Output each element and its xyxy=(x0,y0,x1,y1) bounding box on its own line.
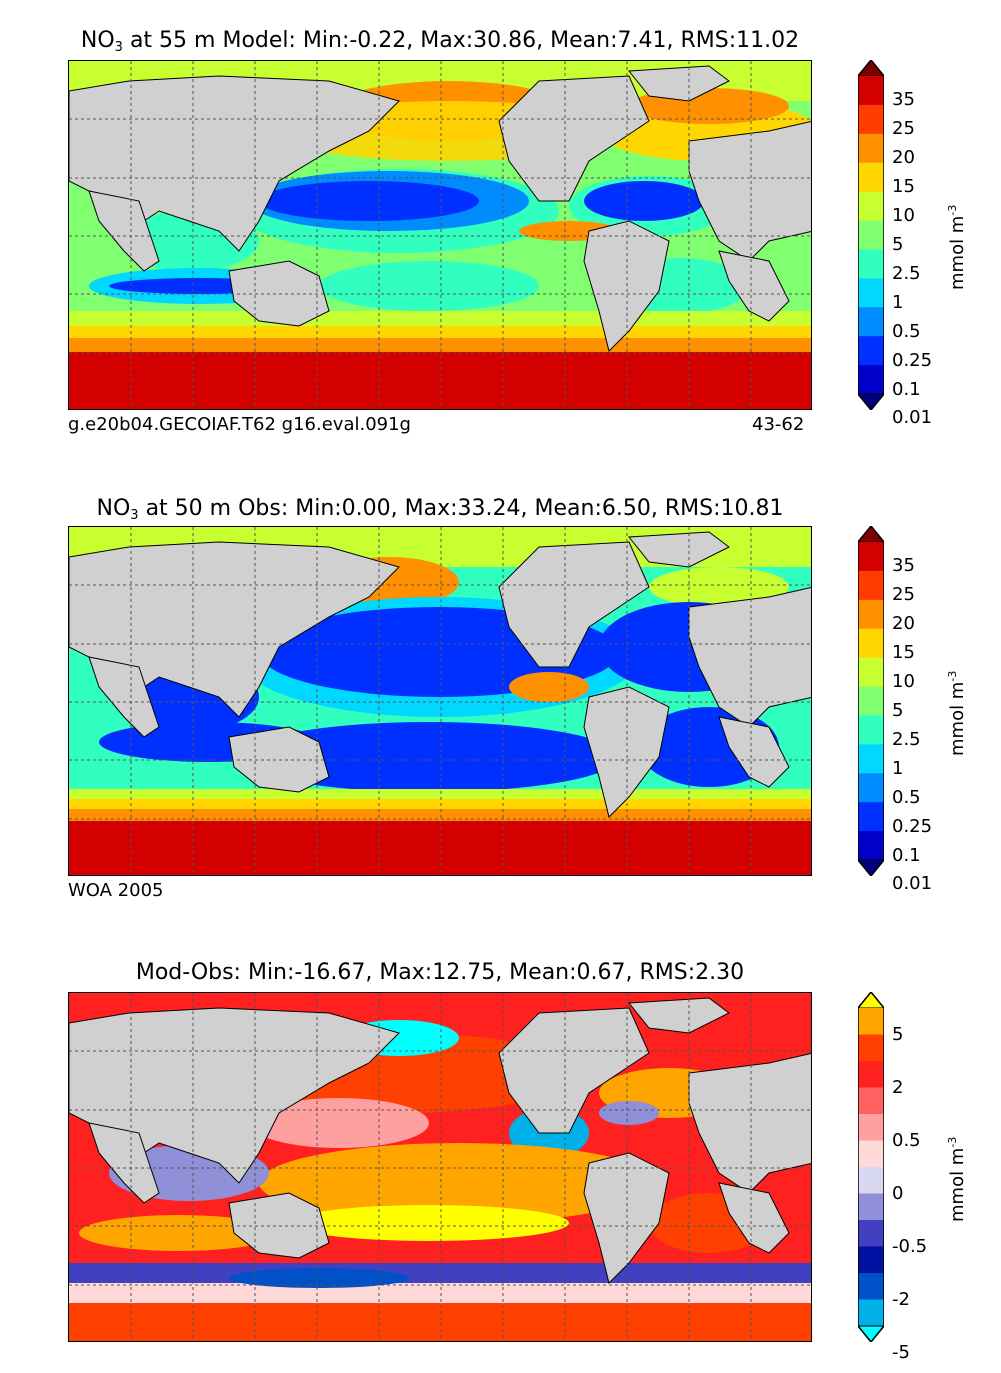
colorbar-segment xyxy=(858,1034,884,1062)
colorbar-segment xyxy=(858,628,884,659)
diff-panel: Mod-Obs: Min:-16.67, Max:12.75, Mean:0.6… xyxy=(0,932,1001,1372)
colorbar-segment xyxy=(858,657,884,688)
colorbar-segment xyxy=(858,365,884,395)
colorbar-tick-label: 25 xyxy=(892,584,915,606)
colorbar-segment xyxy=(858,336,884,366)
colorbar-tick-label: 15 xyxy=(892,176,915,198)
colorbar-tick-label: 0.5 xyxy=(892,1129,921,1151)
colorbar-segment xyxy=(858,249,884,279)
obs-map-canvas xyxy=(69,527,811,875)
colorbar-tick-label: 0.5 xyxy=(892,320,921,342)
colorbar-segment xyxy=(858,1193,884,1221)
colorbar-segment xyxy=(858,1008,884,1035)
diff-map xyxy=(68,992,812,1342)
colorbar-tick-label: 2.5 xyxy=(892,262,921,284)
obs-title: NO3 at 50 m Obs: Min:0.00, Max:33.24, Me… xyxy=(96,496,784,523)
colorbar-segment xyxy=(858,1061,884,1088)
colorbar-tick-label: 0.25 xyxy=(892,349,933,371)
diff-colorbar xyxy=(858,992,884,1342)
colorbar-segment xyxy=(858,1299,884,1327)
model-panel: NO3 at 55 m Model: Min:-0.22, Max:30.86,… xyxy=(0,0,1001,440)
colorbar-tick-label: -5 xyxy=(892,1341,910,1363)
colorbar-extend-top xyxy=(858,526,884,543)
diff-unit-label: mmol m-3 xyxy=(946,1136,968,1222)
colorbar-tick-label: 0.01 xyxy=(892,407,933,429)
colorbar-segment xyxy=(858,686,884,716)
colorbar-tick-label: 20 xyxy=(892,147,915,169)
colorbar-segment xyxy=(858,1167,884,1194)
colorbar-segment xyxy=(858,1087,884,1115)
colorbar-tick-label: 5 xyxy=(892,1023,904,1045)
colorbar-tick-label: 15 xyxy=(892,642,915,664)
colorbar-segment xyxy=(858,1140,884,1168)
model-map-canvas xyxy=(69,61,811,409)
colorbar-segment xyxy=(858,220,884,250)
colorbar-tick-label: 2 xyxy=(892,1076,904,1098)
colorbar-tick-label: 0.5 xyxy=(892,786,921,808)
colorbar-tick-label: 2.5 xyxy=(892,728,921,750)
colorbar-tick-label: 5 xyxy=(892,234,904,255)
colorbar-tick-label: 10 xyxy=(892,205,915,227)
obs-panel: NO3 at 50 m Obs: Min:0.00, Max:33.24, Me… xyxy=(0,466,1001,906)
colorbar-segment xyxy=(858,599,884,630)
colorbar-segment xyxy=(858,162,884,193)
colorbar-tick-label: 0.1 xyxy=(892,844,921,866)
colorbar-extend-bottom xyxy=(858,1325,884,1342)
diff-colorbar-canvas xyxy=(858,992,884,1342)
colorbar-tick-label: 35 xyxy=(892,555,915,577)
colorbar-segment xyxy=(858,133,884,164)
obs-colorbar-canvas xyxy=(858,526,884,876)
colorbar-segment xyxy=(858,831,884,861)
colorbar-tick-label: 10 xyxy=(892,671,915,693)
colorbar-segment xyxy=(858,1246,884,1274)
colorbar-segment xyxy=(858,570,884,601)
colorbar-extend-top xyxy=(858,992,884,1009)
colorbar-segment xyxy=(858,744,884,774)
model-map xyxy=(68,60,812,410)
colorbar-segment xyxy=(858,307,884,337)
model-years-label: 43-62 xyxy=(752,414,805,435)
obs-source-label: WOA 2005 xyxy=(68,880,164,901)
colorbar-tick-label: 0.01 xyxy=(892,873,933,895)
colorbar-segment xyxy=(858,76,884,106)
colorbar-tick-label: -0.5 xyxy=(892,1235,928,1257)
obs-unit-label: mmol m-3 xyxy=(946,670,968,756)
colorbar-tick-label: 35 xyxy=(892,89,915,111)
colorbar-extend-bottom xyxy=(858,393,884,410)
colorbar-segment xyxy=(858,802,884,832)
colorbar-tick-label: -2 xyxy=(892,1288,910,1310)
colorbar-segment xyxy=(858,1114,884,1141)
colorbar-tick-label: 0.25 xyxy=(892,815,933,837)
colorbar-segment xyxy=(858,278,884,308)
diff-title: Mod-Obs: Min:-16.67, Max:12.75, Mean:0.6… xyxy=(135,960,745,985)
colorbar-segment xyxy=(858,715,884,745)
diff-map-canvas xyxy=(69,993,811,1341)
model-colorbar xyxy=(858,60,884,410)
colorbar-tick-label: 5 xyxy=(892,700,904,721)
colorbar-segment xyxy=(858,1273,884,1300)
colorbar-tick-label: 1 xyxy=(892,291,904,313)
model-title: NO3 at 55 m Model: Min:-0.22, Max:30.86,… xyxy=(80,28,800,55)
colorbar-tick-label: 20 xyxy=(892,613,915,635)
model-unit-label: mmol m-3 xyxy=(946,204,968,290)
obs-map xyxy=(68,526,812,876)
colorbar-segment xyxy=(858,104,884,135)
colorbar-tick-label: 0.1 xyxy=(892,378,921,400)
colorbar-segment xyxy=(858,1220,884,1247)
model-colorbar-canvas xyxy=(858,60,884,410)
colorbar-tick-label: 0 xyxy=(892,1182,904,1204)
model-run-label: g.e20b04.GECOIAF.T62 g16.eval.091g xyxy=(68,414,411,435)
obs-colorbar xyxy=(858,526,884,876)
colorbar-segment xyxy=(858,773,884,803)
colorbar-extend-bottom xyxy=(858,859,884,876)
colorbar-segment xyxy=(858,191,884,222)
colorbar-extend-top xyxy=(858,60,884,77)
colorbar-tick-label: 1 xyxy=(892,757,904,779)
colorbar-segment xyxy=(858,542,884,572)
colorbar-tick-label: 25 xyxy=(892,118,915,140)
